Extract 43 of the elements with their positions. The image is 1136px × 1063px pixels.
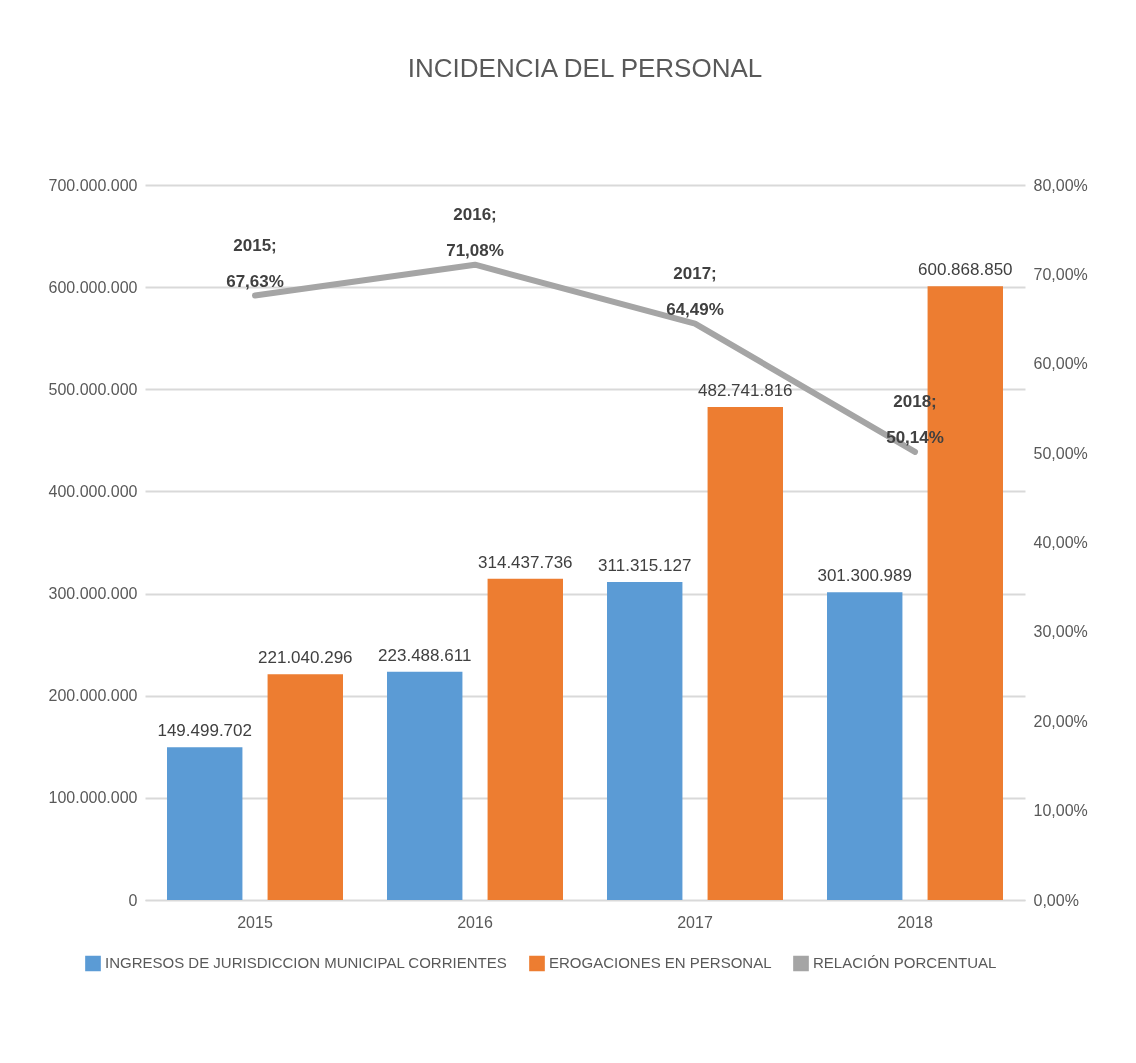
data-label: 311.315.127 (598, 556, 692, 576)
y2-tick-label: 20,00% (1033, 712, 1088, 730)
legend-label: INGRESOS DE JURISDICCION MUNICIPAL CORRIENTES (105, 954, 507, 972)
y-tick-label: 100.000.000 (48, 789, 138, 807)
y2-tick-label: 30,00% (1033, 623, 1088, 641)
bar (167, 747, 243, 900)
data-label: 149.499.702 (157, 721, 252, 741)
x-tick-label: 2018 (897, 913, 933, 931)
data-label: 482.741.816 (698, 380, 793, 400)
y-tick-label: 700.000.000 (48, 176, 138, 194)
y2-tick-label: 50,00% (1033, 444, 1088, 462)
y2-tick-label: 60,00% (1033, 355, 1088, 373)
bar (707, 406, 783, 900)
data-label: 223.488.611 (378, 645, 472, 665)
bar (827, 592, 903, 900)
y2-tick-label: 0,00% (1033, 891, 1079, 909)
y2-tick-label: 40,00% (1033, 534, 1088, 551)
data-label: 600.868.850 (918, 260, 1013, 280)
bar (607, 582, 683, 900)
y-tick-label: 200.000.000 (48, 687, 138, 705)
x-tick-label: 2015 (237, 913, 273, 931)
legend-label: EROGACIONES EN PERSONAL (549, 954, 772, 972)
data-label: 314.437.736 (478, 552, 573, 572)
y-tick-label: 300.000.000 (48, 585, 138, 603)
data-label: 2017; 64,49% (666, 263, 724, 319)
chart-title: INCIDENCIA DEL PERSONAL (407, 53, 763, 83)
data-label: 2015; 67,63% (226, 235, 284, 291)
y-tick-label: 0 (128, 891, 138, 909)
y2-tick-label: 70,00% (1033, 265, 1088, 283)
y-tick-label: 600.000.000 (48, 278, 138, 296)
data-label: 301.300.989 (817, 566, 912, 586)
y2-tick-label: 80,00% (1033, 176, 1088, 194)
x-tick-label: 2017 (677, 913, 713, 931)
bar (487, 578, 563, 900)
y-tick-label: 500.000.000 (48, 380, 138, 398)
y-tick-label: 400.000.000 (48, 482, 138, 500)
data-label: 2016; 71,08% (446, 204, 504, 260)
bar (267, 674, 343, 900)
data-label: 221.040.296 (258, 648, 353, 668)
bar (387, 671, 463, 900)
y2-tick-label: 10,00% (1033, 802, 1088, 820)
x-tick-label: 2016 (457, 913, 493, 931)
legend-label: RELACIÓN PORCENTUAL (813, 954, 997, 972)
